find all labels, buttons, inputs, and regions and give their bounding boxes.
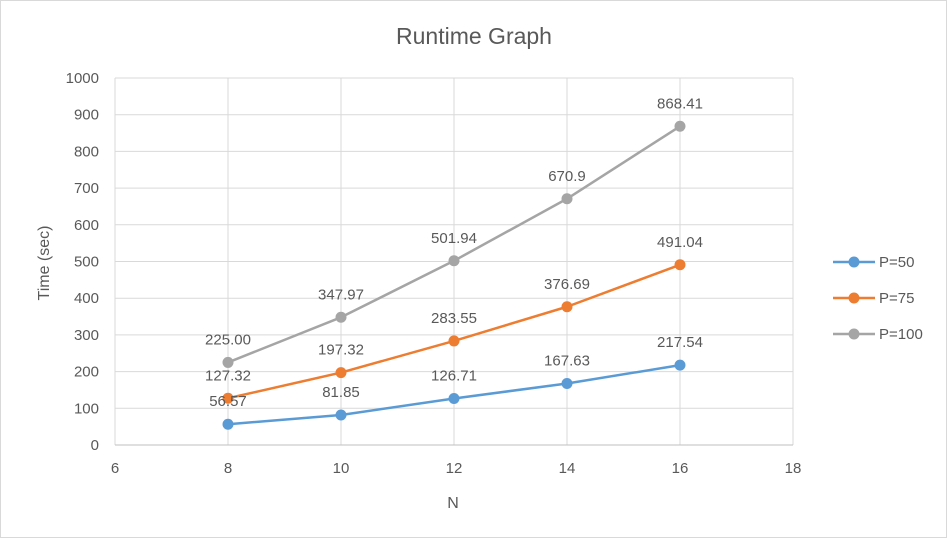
data-point (674, 359, 686, 371)
data-label: 81.85 (322, 384, 360, 401)
legend-label: P=50 (879, 254, 914, 271)
data-label: 376.69 (544, 276, 590, 293)
y-tick-label: 600 (74, 217, 99, 234)
x-tick-label: 16 (672, 460, 689, 477)
series-layer (222, 120, 686, 430)
y-tick-label: 300 (74, 327, 99, 344)
y-tick-label: 400 (74, 290, 99, 307)
legend-marker (848, 328, 860, 340)
x-tick-label: 6 (111, 460, 119, 477)
data-label: 126.71 (431, 367, 477, 384)
data-point (448, 255, 460, 267)
data-label: 501.94 (431, 230, 477, 247)
data-labels: 56.57 81.85 126.71 167.63 217.54 127.32 197.32… (205, 95, 703, 410)
data-label: 217.54 (657, 334, 703, 351)
data-point (561, 377, 573, 389)
data-label: 127.32 (205, 367, 251, 384)
legend: P=50 P=75 P=100 (833, 254, 923, 343)
x-axis-label: N (447, 495, 459, 512)
y-axis-label: Time (sec) (36, 226, 53, 301)
data-point (674, 120, 686, 132)
data-point (674, 259, 686, 271)
y-tick-label: 0 (91, 437, 99, 454)
data-point (335, 409, 347, 421)
data-label: 347.97 (318, 286, 364, 303)
x-tick-label: 10 (333, 460, 350, 477)
y-tick-label: 1000 (66, 70, 99, 87)
y-tick-label: 500 (74, 254, 99, 271)
data-point (448, 392, 460, 404)
x-tick-label: 14 (559, 460, 576, 477)
x-tick-label: 18 (785, 460, 802, 477)
legend-label: P=75 (879, 290, 914, 307)
data-label: 868.41 (657, 95, 703, 112)
x-tick-label: 12 (446, 460, 463, 477)
data-label: 225.00 (205, 331, 251, 348)
data-label: 167.63 (544, 352, 590, 369)
legend-marker (848, 256, 860, 268)
data-point (561, 301, 573, 313)
data-label: 283.55 (431, 310, 477, 327)
y-tick-label: 200 (74, 364, 99, 381)
y-tick-label: 800 (74, 143, 99, 160)
data-label: 670.9 (548, 168, 586, 185)
legend-marker (848, 292, 860, 304)
data-label: 56.57 (209, 393, 247, 410)
axes: 6 8 10 12 14 16 18 0 100 200 300 400 500 600 700 800 900… (66, 70, 802, 477)
data-point (335, 367, 347, 379)
legend-label: P=100 (879, 326, 923, 343)
data-point (561, 193, 573, 205)
y-tick-label: 700 (74, 180, 99, 197)
data-point (222, 418, 234, 430)
data-point (448, 335, 460, 347)
data-label: 491.04 (657, 234, 703, 251)
data-point (222, 392, 234, 404)
y-tick-label: 900 (74, 107, 99, 124)
data-label: 197.32 (318, 342, 364, 359)
x-tick-label: 8 (224, 460, 232, 477)
chart-title: Runtime Graph (396, 23, 552, 49)
data-point (222, 356, 234, 368)
y-tick-label: 100 (74, 400, 99, 417)
data-point (335, 311, 347, 323)
